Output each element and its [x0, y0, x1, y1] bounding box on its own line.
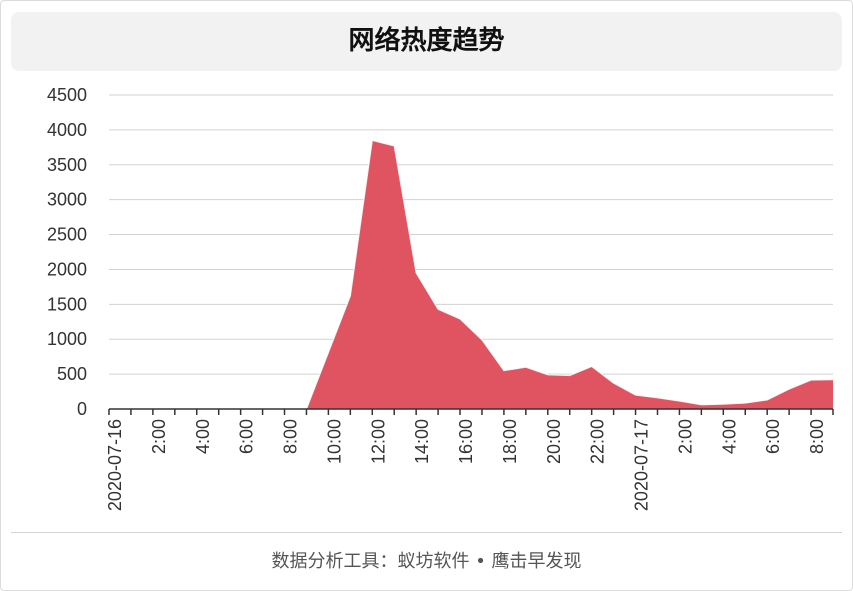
x-tick-label: 20:00 — [544, 419, 564, 464]
x-tick-label: 6:00 — [237, 419, 257, 454]
chart-title: 网络热度趋势 — [11, 12, 842, 71]
x-axis-labels: 2020-07-16 2:00 4:00 6:00 8:00 10:00 12:00 14:0… — [105, 419, 827, 511]
x-tick-label: 8:00 — [281, 419, 301, 454]
x-tick-label: 8:00 — [807, 419, 827, 454]
x-tick-label: 10:00 — [324, 419, 344, 464]
y-tick-label: 2000 — [47, 259, 87, 279]
x-tick-label: 6:00 — [763, 419, 783, 454]
y-axis-labels: 0 500 1000 1500 2000 2500 3000 3500 4000 4500 — [47, 85, 87, 419]
y-tick-label: 2500 — [47, 225, 87, 245]
y-tick-label: 3000 — [47, 190, 87, 210]
y-tick-label: 4500 — [47, 85, 87, 105]
title-bar: 网络热度趋势 — [11, 12, 842, 71]
y-tick-label: 1000 — [47, 329, 87, 349]
y-tick-label: 0 — [77, 399, 87, 419]
x-tick-label: 4:00 — [193, 419, 213, 454]
x-tick-label: 2:00 — [149, 419, 169, 454]
x-tick-label: 2020-07-16 — [105, 419, 125, 511]
x-tick-label: 16:00 — [456, 419, 476, 464]
footer-divider — [11, 532, 842, 533]
x-tick-label: 12:00 — [368, 419, 388, 464]
x-tick-label: 4:00 — [719, 419, 739, 454]
y-tick-label: 1500 — [47, 294, 87, 314]
y-tick-label: 3500 — [47, 155, 87, 175]
x-tick-label: 14:00 — [412, 419, 432, 464]
x-tick-label: 18:00 — [500, 419, 520, 464]
y-tick-label: 500 — [57, 364, 87, 384]
x-tick-label: 22:00 — [588, 419, 608, 464]
footer-credit: 数据分析工具：蚁坊软件 • 鹰击早发现 — [0, 545, 853, 579]
x-tick-label: 2020-07-17 — [632, 419, 652, 511]
x-tick-label: 2:00 — [675, 419, 695, 454]
area-series — [109, 140, 833, 409]
y-tick-label: 4000 — [47, 120, 87, 140]
